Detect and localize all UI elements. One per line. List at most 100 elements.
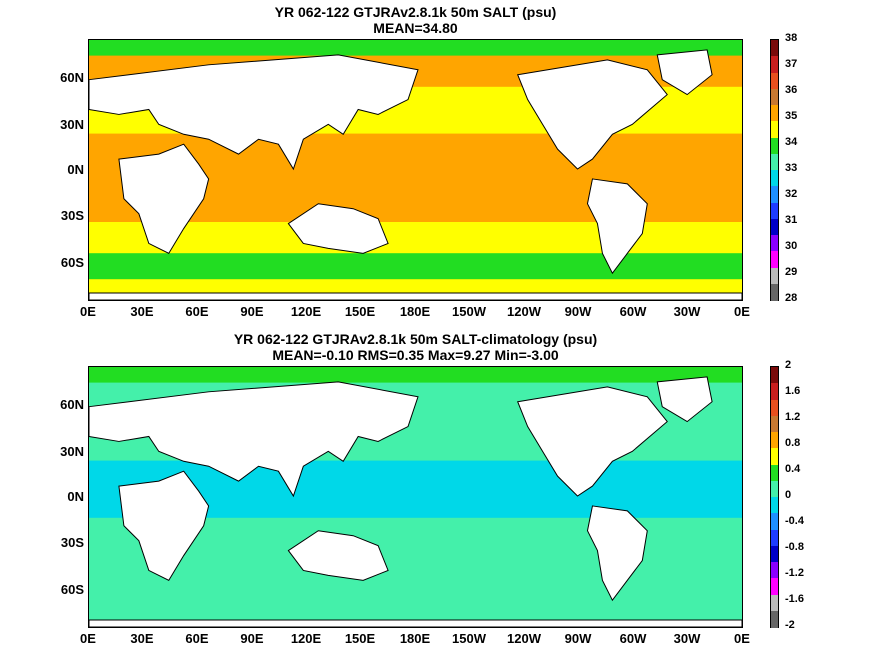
map-canvas (89, 367, 742, 627)
colorbar-segment (771, 415, 778, 433)
latitude-label: 30S (60, 208, 84, 223)
longitude-label: 90E (240, 304, 264, 319)
latitude-label: 60S (60, 255, 84, 270)
colorbar-tick-label: 35 (785, 110, 798, 122)
landmass (118, 143, 210, 255)
colorbar-tick-label: 31 (785, 214, 798, 226)
colorbar-segment (771, 170, 778, 188)
landmass (89, 381, 419, 498)
longitude-label: 120W (507, 631, 541, 646)
colorbar-segment (771, 367, 778, 385)
landmass (287, 530, 389, 581)
panel-1-colorbar (770, 39, 779, 301)
longitude-label: 60W (619, 304, 647, 319)
colorbar-segment (771, 448, 778, 466)
map-canvas (89, 40, 742, 300)
colorbar-segment (771, 72, 778, 90)
colorbar-segment (771, 218, 778, 236)
colorbar-tick-label: -0.4 (785, 515, 804, 527)
longitude-label: 30W (673, 631, 701, 646)
colorbar-segment (771, 594, 778, 612)
colorbar-tick-label: 0.8 (785, 437, 801, 449)
panel-1-title-line1: YR 062-122 GTJRAv2.8.1k 50m SALT (psu) (274, 4, 557, 20)
longitude-label: 120E (290, 631, 322, 646)
colorbar-tick-label: 29 (785, 266, 798, 278)
landmass (656, 49, 713, 96)
colorbar-tick-label: 34 (785, 136, 798, 148)
longitude-label: 90W (564, 631, 592, 646)
longitude-label: 150W (452, 631, 486, 646)
colorbar-segment (771, 513, 778, 531)
colorbar-tick-label: 36 (785, 84, 798, 96)
longitude-label: 0E (80, 631, 96, 646)
ocean-band-arctic (89, 367, 742, 384)
panel-1-title: YR 062-122 GTJRAv2.8.1k 50m SALT (psu) M… (88, 4, 743, 36)
longitude-label: 120W (507, 304, 541, 319)
longitude-label: 150E (344, 631, 376, 646)
longitude-label: 150W (452, 304, 486, 319)
ocean-band-south-mid (89, 549, 742, 582)
colorbar-segment (771, 480, 778, 498)
landmass (516, 59, 668, 170)
colorbar-tick-label: -2 (785, 619, 795, 631)
latitude-label: 60N (60, 70, 84, 85)
panel-2-colorbar (770, 366, 779, 628)
longitude-label: 90E (240, 631, 264, 646)
colorbar-segment (771, 464, 778, 482)
landmass (118, 470, 210, 582)
colorbar-segment (771, 578, 778, 596)
colorbar-segment (771, 137, 778, 155)
longitude-label: 120E (290, 304, 322, 319)
colorbar-tick-label: 2 (785, 359, 792, 371)
latitude-label: 0N (67, 489, 84, 504)
longitude-label: 0E (734, 304, 750, 319)
colorbar-tick-label: 1.6 (785, 385, 801, 397)
landmass (287, 203, 389, 254)
ocean-band-arctic (89, 40, 742, 57)
colorbar-segment (771, 562, 778, 580)
latitude-label: 30N (60, 444, 84, 459)
landmass (89, 292, 742, 300)
colorbar-tick-label: 32 (785, 188, 798, 200)
colorbar-segment (771, 497, 778, 515)
landmass (89, 54, 419, 171)
panel-2-title-line2: MEAN=-0.10 RMS=0.35 Max=9.27 Min=-3.00 (272, 347, 559, 363)
landmass (656, 376, 713, 423)
colorbar-segment (771, 202, 778, 220)
longitude-label: 0E (734, 631, 750, 646)
colorbar-segment (771, 186, 778, 204)
panel-1-title-line2: MEAN=34.80 (373, 20, 458, 36)
colorbar-segment (771, 88, 778, 106)
longitude-label: 60E (185, 631, 209, 646)
landmass (516, 386, 668, 497)
longitude-label: 30E (130, 631, 154, 646)
longitude-label: 30W (673, 304, 701, 319)
latitude-label: 0N (67, 162, 84, 177)
colorbar-segment (771, 529, 778, 547)
colorbar-segment (771, 235, 778, 253)
colorbar-tick-label: 0 (785, 489, 792, 501)
longitude-label: 60E (185, 304, 209, 319)
ocean-band-south-mid (89, 222, 742, 255)
colorbar-segment (771, 121, 778, 139)
colorbar-tick-label: 33 (785, 162, 798, 174)
colorbar-tick-label: 1.2 (785, 411, 801, 423)
colorbar-segment (771, 267, 778, 285)
colorbar-segment (771, 153, 778, 171)
longitude-label: 0E (80, 304, 96, 319)
colorbar-tick-label: 37 (785, 58, 798, 70)
colorbar-tick-label: 38 (785, 32, 798, 44)
colorbar-segment (771, 105, 778, 123)
latitude-label: 60S (60, 582, 84, 597)
colorbar-tick-label: 28 (785, 292, 798, 304)
latitude-label: 30N (60, 117, 84, 132)
longitude-label: 30E (130, 304, 154, 319)
colorbar-segment (771, 40, 778, 58)
panel-2-title-line1: YR 062-122 GTJRAv2.8.1k 50m SALT-climato… (233, 331, 598, 347)
longitude-label: 90W (564, 304, 592, 319)
latitude-label: 30S (60, 535, 84, 550)
colorbar-tick-label: 0.4 (785, 463, 801, 475)
panel-2-title: YR 062-122 GTJRAv2.8.1k 50m SALT-climato… (88, 331, 743, 363)
longitude-label: 60W (619, 631, 647, 646)
panel-2-salinity-anomaly-map (88, 366, 743, 628)
